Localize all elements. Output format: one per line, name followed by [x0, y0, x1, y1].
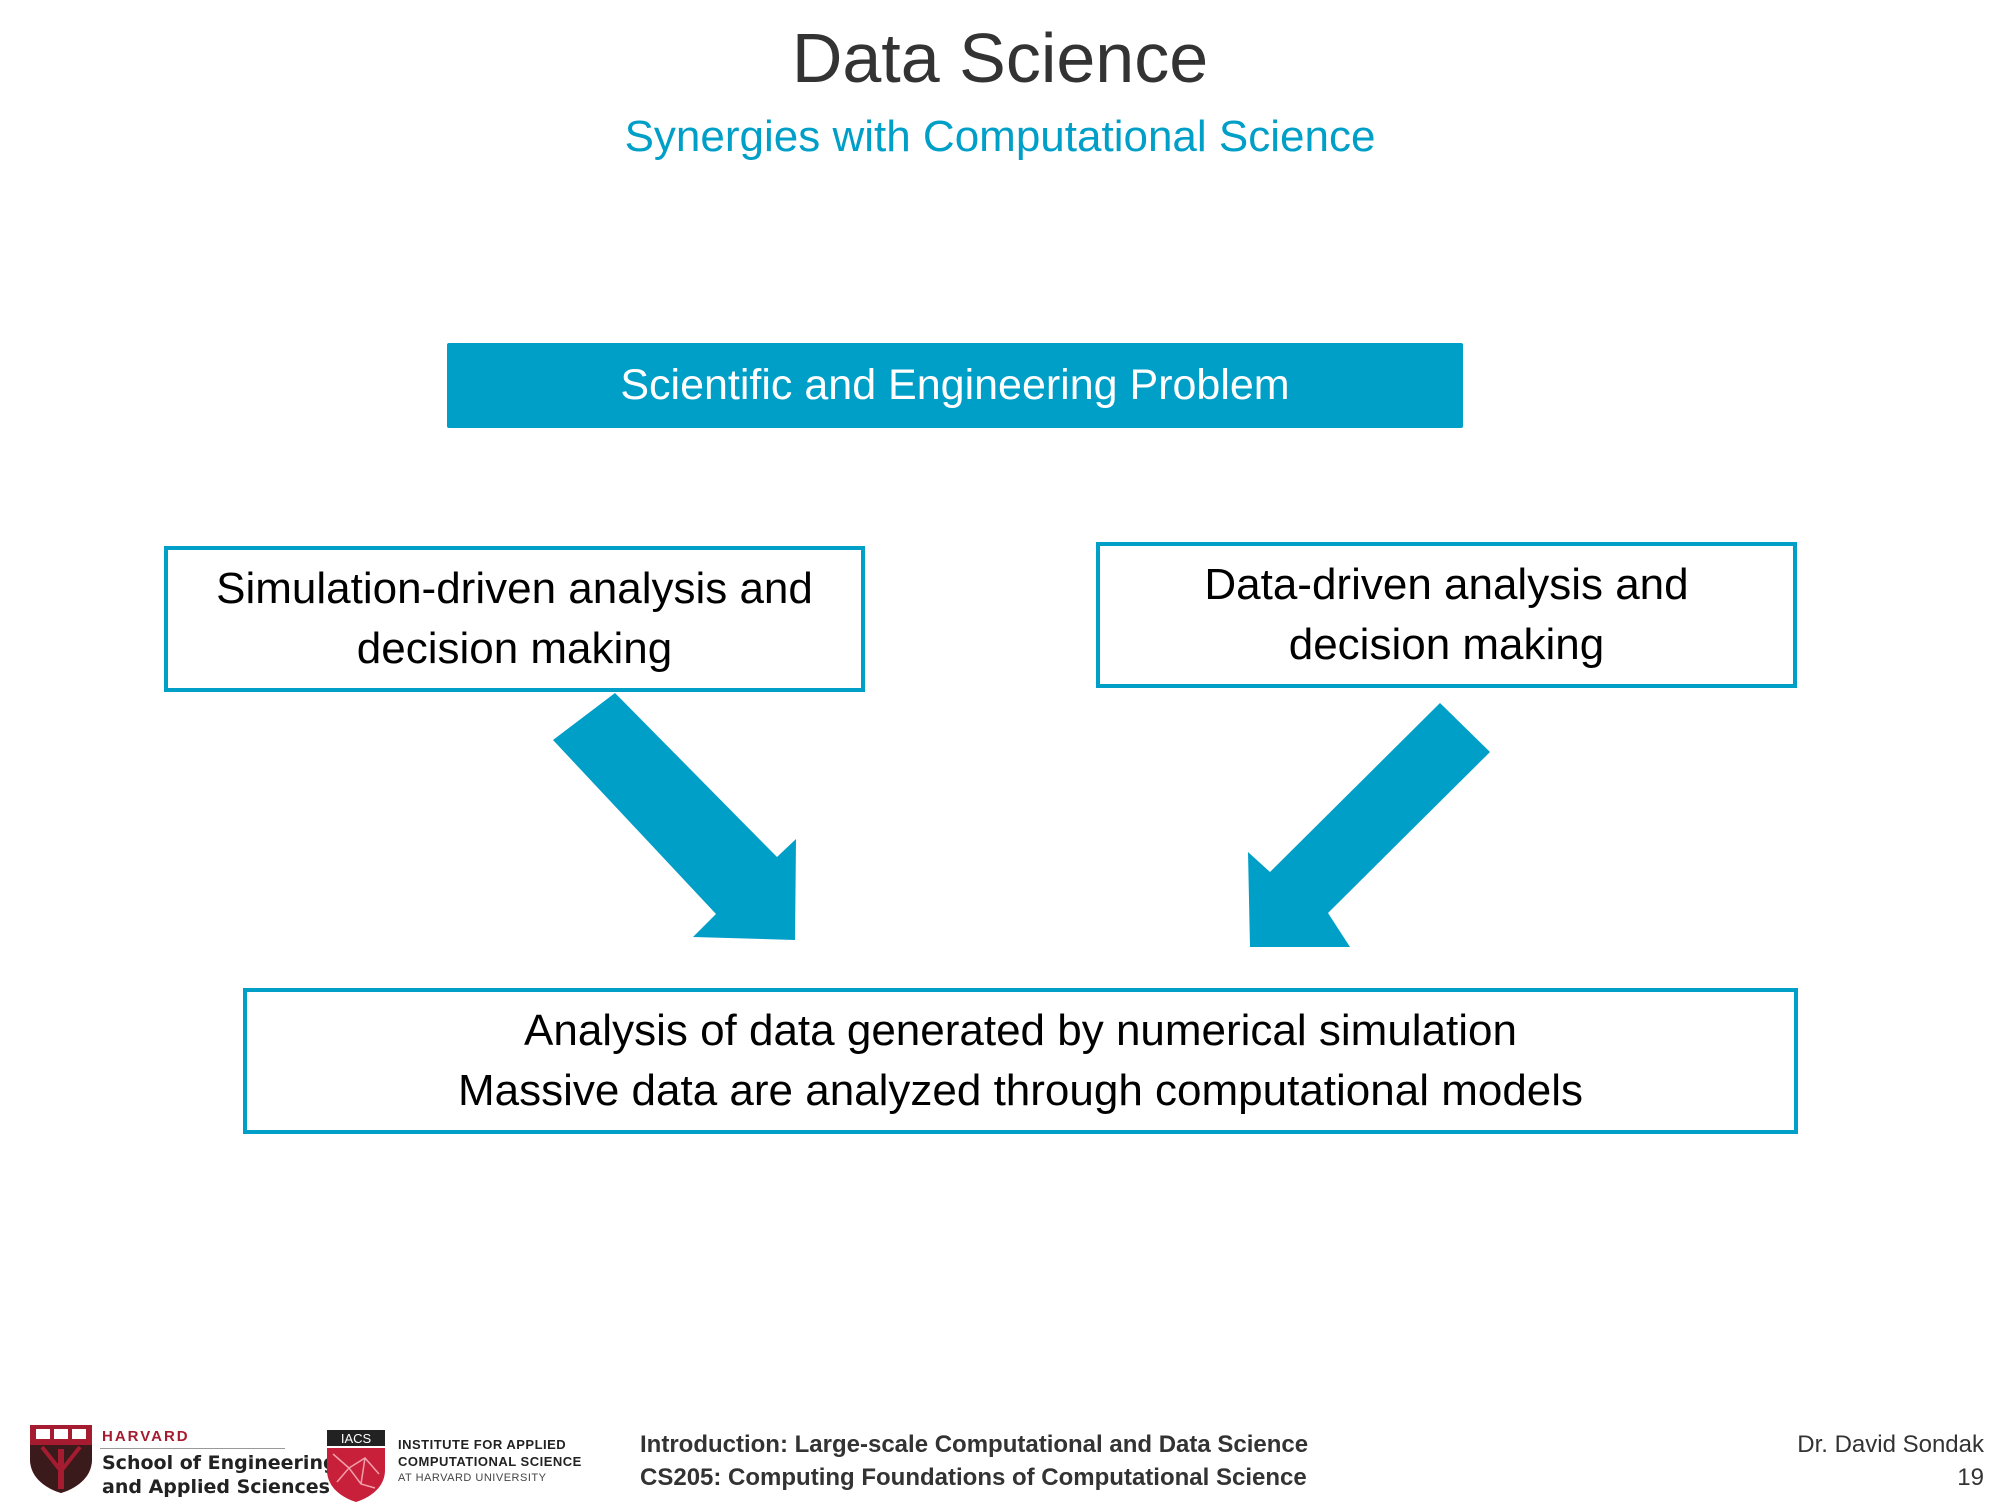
seas-line2: and Applied Sciences	[102, 1476, 330, 1498]
course-line2: CS205: Computing Foundations of Computat…	[640, 1464, 1307, 1491]
arrow-left-down-right	[553, 693, 796, 940]
iacs-line3: AT HARVARD UNIVERSITY	[398, 1472, 547, 1484]
slide-title: Data Science	[791, 19, 1209, 97]
data-driven-box: Data-driven analysis and decision making	[1096, 542, 1797, 688]
result-box: Analysis of data generated by numerical …	[243, 988, 1798, 1134]
problem-label: Scientific and Engineering Problem	[620, 361, 1290, 409]
iacs-wordmark: INSTITUTE FOR APPLIED COMPUTATIONAL SCIE…	[398, 1436, 582, 1487]
author-info: Dr. David Sondak 19	[1797, 1428, 1984, 1494]
slide-subtitle: Synergies with Computational Science	[624, 112, 1376, 161]
simulation-driven-box: Simulation-driven analysis and decision …	[164, 546, 865, 692]
harvard-name: HARVARD	[102, 1428, 190, 1445]
page-number: 19	[1957, 1464, 1984, 1491]
simulation-box-line2: decision making	[356, 624, 673, 673]
harvard-divider	[100, 1448, 285, 1449]
data-box-line1: Data-driven analysis and	[1204, 560, 1689, 609]
arrow-right-down-left	[1248, 703, 1490, 947]
author-name: Dr. David Sondak	[1797, 1431, 1984, 1458]
iacs-shield-logo: IACS	[327, 1430, 385, 1502]
harvard-shield-logo	[30, 1425, 92, 1493]
simulation-box-line1: Simulation-driven analysis and	[216, 564, 813, 613]
iacs-line2: COMPUTATIONAL SCIENCE	[398, 1454, 582, 1469]
problem-box: Scientific and Engineering Problem	[447, 343, 1463, 428]
iacs-line1: INSTITUTE FOR APPLIED	[398, 1437, 567, 1452]
result-box-line1: Analysis of data generated by numerical …	[524, 1006, 1517, 1055]
iacs-badge-text: IACS	[341, 1431, 372, 1446]
harvard-seas-wordmark: HARVARD School of Engineering and Applie…	[102, 1428, 337, 1499]
course-info: Introduction: Large-scale Computational …	[640, 1428, 1308, 1494]
seas-line1: School of Engineering	[102, 1452, 337, 1474]
course-line1: Introduction: Large-scale Computational …	[640, 1431, 1309, 1458]
data-box-line2: decision making	[1288, 620, 1605, 669]
result-box-line2: Massive data are analyzed through comput…	[457, 1066, 1584, 1115]
